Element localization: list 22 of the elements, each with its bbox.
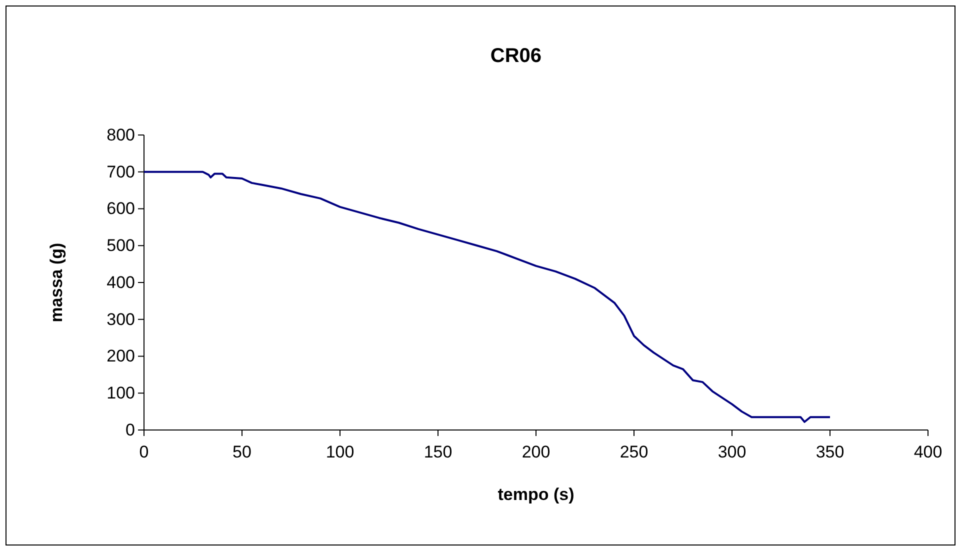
x-tick-label: 50 bbox=[232, 442, 252, 462]
x-tick-label: 300 bbox=[718, 442, 746, 462]
x-tick-label: 0 bbox=[139, 442, 149, 462]
y-tick-label: 600 bbox=[106, 199, 135, 218]
x-tick-label: 400 bbox=[914, 442, 942, 462]
y-tick-label: 300 bbox=[106, 310, 135, 329]
chart-title: CR06 bbox=[490, 45, 542, 67]
y-tick-label: 500 bbox=[106, 236, 135, 256]
x-tick-label: 250 bbox=[620, 442, 648, 462]
y-tick-label: 700 bbox=[106, 162, 135, 182]
line-series bbox=[143, 170, 831, 423]
x-axis-title: tempo (s) bbox=[498, 485, 574, 504]
y-tick-label: 200 bbox=[106, 346, 135, 366]
x-tick-label: 100 bbox=[326, 442, 354, 462]
x-tick-label: 200 bbox=[522, 442, 550, 462]
y-axis-title: massa (g) bbox=[47, 242, 66, 322]
y-tick-label: 0 bbox=[126, 420, 135, 440]
y-tick-label: 400 bbox=[106, 272, 135, 292]
x-tick-label: 350 bbox=[816, 442, 844, 462]
y-tick-label: 100 bbox=[106, 384, 135, 403]
y-tick-label: 800 bbox=[106, 125, 135, 144]
x-tick-label: 150 bbox=[424, 442, 452, 462]
